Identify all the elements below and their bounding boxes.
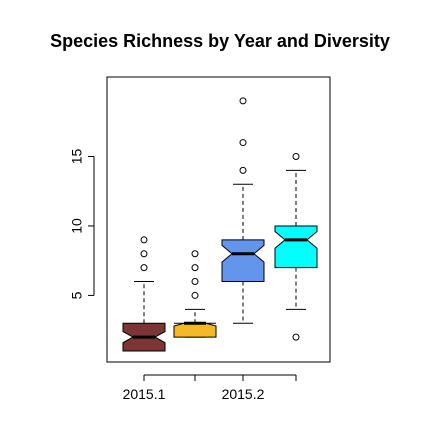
outlier-point (293, 153, 299, 159)
outlier-point (192, 292, 198, 298)
box-group-3 (222, 98, 264, 323)
y-tick-label-1: 10 (69, 218, 85, 234)
box-body (222, 240, 264, 282)
box-body (174, 323, 216, 337)
outlier-point (240, 140, 246, 146)
chart-title: Species Richness by Year and Diversity (50, 31, 390, 51)
outlier-point (141, 251, 147, 257)
x-tick-label-2: 2015.2 (222, 386, 265, 402)
box-group-1 (123, 237, 165, 351)
outlier-point (240, 98, 246, 104)
outlier-point (141, 237, 147, 243)
y-tick-label-0: 5 (69, 291, 85, 299)
box-body (275, 226, 317, 268)
outlier-point (141, 265, 147, 271)
outlier-point (192, 265, 198, 271)
box-group-4 (275, 153, 317, 340)
y-tick-label-2: 15 (69, 148, 85, 164)
y-axis: 5 10 15 (69, 148, 94, 299)
box-group-2 (174, 251, 216, 337)
outlier-point (192, 279, 198, 285)
boxes-layer (123, 98, 317, 351)
x-axis: 2015.1 2015.2 (123, 375, 296, 402)
plot-frame (107, 77, 330, 362)
outlier-point (192, 251, 198, 257)
x-tick-label-0: 2015.1 (123, 386, 166, 402)
outlier-point (240, 167, 246, 173)
outlier-point (293, 334, 299, 340)
